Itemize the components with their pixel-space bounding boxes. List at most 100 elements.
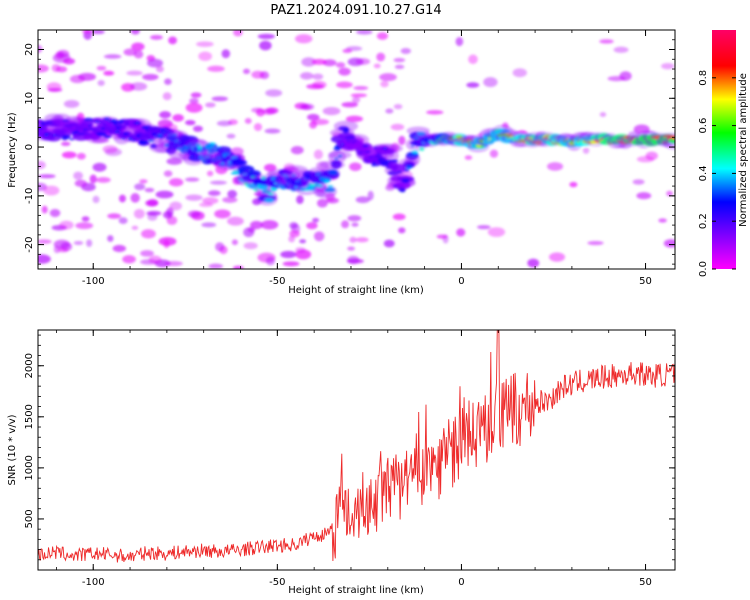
spectrogram-cell: [299, 103, 315, 111]
spectrogram-cells: [38, 30, 675, 269]
spectrogram-cell: [169, 201, 182, 211]
spectrogram-cell: [367, 190, 374, 201]
spectrogram-cell: [226, 133, 236, 139]
spectrogram-cell: [376, 52, 386, 62]
spectrogram-cell: [52, 133, 57, 136]
spectrogram-cell: [146, 58, 164, 68]
spectrogram-cell: [353, 85, 369, 91]
spectrogram-cell: [148, 255, 162, 264]
spectrogram-cell: [209, 142, 216, 145]
spectrogram-cell: [312, 73, 324, 80]
spectrogram-cell: [118, 194, 126, 203]
y-tick-label: -20: [24, 236, 35, 252]
spectrogram-cell: [324, 187, 336, 193]
spectrogram-cell: [349, 236, 357, 243]
spectrogram-cell: [260, 220, 279, 230]
spectrogram-cell: [61, 141, 71, 146]
spectrogram-cell: [373, 63, 381, 69]
x-tick-label: 0: [458, 577, 464, 588]
spectrogram-cell: [41, 205, 48, 214]
spectrogram-cell: [356, 30, 373, 35]
colorbar-tick-label: 0.0: [698, 261, 709, 277]
spectrogram-cell: [394, 64, 405, 70]
spectrogram-cell: [172, 114, 184, 122]
spectrogram-cell: [527, 258, 540, 268]
spectrogram-cell: [385, 108, 394, 114]
y-tick-label: 2000: [24, 353, 35, 378]
spectrogram-cell: [362, 144, 369, 148]
spectrogram-cell: [663, 239, 675, 248]
spectrogram-cell: [322, 59, 337, 67]
snr-frame: [37, 329, 676, 571]
spectrogram-cell: [61, 151, 77, 159]
spectrogram-cell: [384, 149, 399, 163]
x-tick-label: 0: [458, 276, 464, 287]
snr-ticks: -100 -50 0 50 500 1000 1500 2000: [24, 330, 675, 588]
spectrogram-cell: [257, 184, 269, 191]
spectrogram-cell: [243, 227, 255, 238]
spectrogram-cell: [672, 137, 675, 140]
spectrogram-cell: [208, 263, 223, 269]
spectrogram-cell: [139, 179, 148, 184]
x-tick-label: -100: [82, 577, 105, 588]
spectrogram-cell: [253, 123, 263, 131]
spectrogram-cell: [345, 115, 364, 123]
spectrogram-cell: [666, 190, 673, 197]
spectrogram-ylabel: Frequency (Hz): [7, 112, 18, 188]
spectrogram-cell: [222, 196, 238, 203]
spectrogram-cell: [313, 149, 324, 160]
spectrogram-cell: [133, 50, 144, 59]
spectrogram-cell: [190, 92, 202, 98]
spectrogram-cell: [202, 197, 219, 205]
spectrogram-cell: [306, 113, 320, 121]
spectrogram-cell: [328, 150, 352, 159]
spectrogram-cell: [599, 39, 614, 44]
spectrogram-cell: [336, 81, 353, 89]
spectrogram-cell: [645, 151, 658, 161]
spectrogram-cell: [103, 70, 115, 76]
x-tick-label: 50: [639, 276, 652, 287]
spectrogram-cell: [38, 64, 49, 73]
spectrogram-cell: [74, 179, 87, 187]
colorbar-ticks: 0.0 0.2 0.4 0.6 0.8: [698, 70, 736, 277]
spectrogram-cell: [184, 177, 200, 182]
spectrogram-cell: [290, 146, 304, 155]
spectrogram-cell: [341, 220, 350, 229]
spectrogram-cell: [569, 181, 578, 188]
spectrogram-cell: [140, 250, 154, 257]
spectrogram-cell: [157, 134, 163, 137]
spectrogram-cell: [134, 183, 146, 191]
spectrogram-cell: [112, 244, 127, 253]
spectrogram-cell: [477, 225, 491, 230]
spectrogram-cell: [351, 222, 359, 227]
spectrogram-xlabel: Height of straight line (km): [288, 285, 424, 296]
spectrogram-cell: [345, 128, 350, 131]
spectrogram-cell: [335, 62, 346, 68]
spectrogram-cell: [185, 102, 203, 113]
x-tick-label: -50: [269, 276, 285, 287]
spectrogram-cell: [118, 217, 128, 225]
spectrogram-cell: [263, 163, 277, 172]
spectrogram-cell: [38, 174, 56, 179]
spectrogram-cell: [436, 234, 448, 239]
colorbar-tick-label: 0.8: [698, 70, 709, 86]
spectrogram-cell: [215, 242, 225, 252]
spectrogram-cell: [280, 250, 297, 259]
spectrogram-cell: [419, 147, 425, 151]
spectrogram-cell: [232, 159, 248, 166]
spectrogram-cell: [130, 82, 148, 91]
spectrogram-cell: [133, 208, 145, 219]
spectrogram-cell: [316, 198, 328, 208]
spectrogram-cell: [47, 87, 63, 92]
spectrogram-cell: [456, 228, 466, 237]
spectrogram-cell: [63, 99, 80, 108]
y-tick-label: 500: [24, 509, 35, 528]
spectrogram-cell: [393, 104, 403, 110]
colorbar-tick-label: 0.4: [698, 165, 709, 181]
colorbar-label: Normalized spectral amplitude: [738, 73, 749, 227]
spectrogram-cell: [49, 209, 61, 218]
spectrogram-cell: [69, 138, 75, 141]
spectrogram-cell: [289, 230, 300, 238]
spectrogram-cell: [377, 143, 404, 153]
spectrogram-cell: [587, 241, 604, 246]
